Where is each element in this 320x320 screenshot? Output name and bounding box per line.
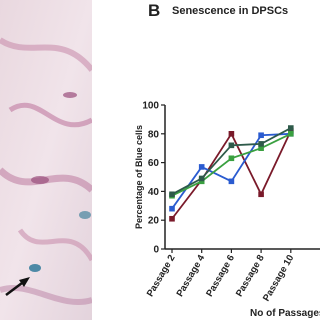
data-point [258,145,264,151]
data-point [228,142,235,149]
data-point [228,155,235,162]
x-tick-label: Passage 4 [175,252,208,298]
y-tick-label: 0 [153,245,159,256]
y-tick-label: 60 [148,158,160,169]
data-point [288,125,294,131]
x-tick-label: Passage 6 [204,253,237,299]
y-tick-label: 100 [142,101,159,112]
x-tick-label: Passage 8 [234,253,267,299]
micrograph [0,0,92,320]
data-point [169,215,175,222]
y-tick-label: 80 [148,129,160,140]
data-point [198,164,205,170]
x-tick-label: Passage 10 [261,253,296,303]
data-point [228,131,235,137]
chart-title: Senescence in DPSCs [172,5,288,17]
data-point [169,191,175,198]
data-point [258,191,264,198]
panel-label: B [148,1,160,20]
x-axis-label: No of Passages [250,308,320,319]
y-axis-label: Percentage of Blue cells [134,125,144,229]
data-point [169,205,175,212]
data-point [198,178,205,185]
series-line [171,127,292,196]
y-tick-label: 20 [148,216,160,227]
data-point [258,132,264,139]
data-point [198,175,205,182]
y-tick-label: 40 [148,187,160,198]
data-point [228,178,235,185]
data-point [288,131,294,137]
x-tick-label: Passage 2 [145,253,178,299]
data-point [288,128,294,134]
data-point [258,141,264,147]
